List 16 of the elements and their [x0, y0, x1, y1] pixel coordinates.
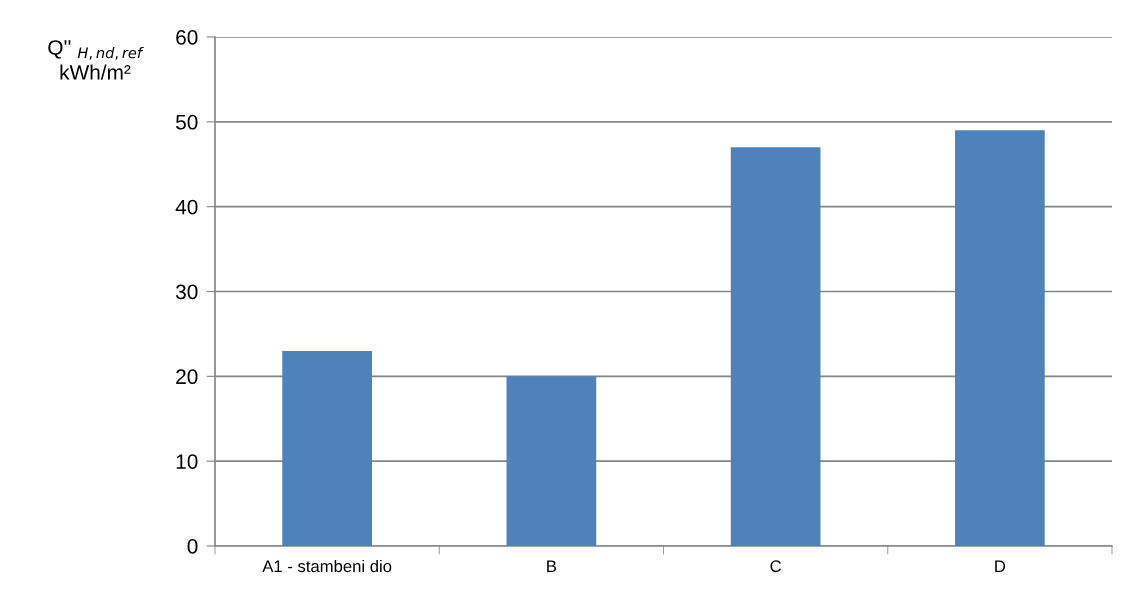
y-tick-label: 50 — [176, 114, 198, 130]
y-axis-title: Q'' $_{H,nd,ref}$ kWh/m² — [48, 40, 144, 80]
bar — [730, 147, 821, 546]
y-tick-label: 10 — [176, 454, 198, 469]
x-tick-label: C — [770, 560, 782, 573]
bar — [955, 130, 1045, 546]
y-tick-label: 0 — [187, 539, 198, 554]
y-tick-label: 40 — [175, 199, 198, 215]
bar — [506, 376, 597, 546]
y-tick-label: 20 — [176, 369, 198, 385]
y-tick-label: 30 — [175, 284, 198, 300]
y-tick-label: 60 — [176, 30, 198, 45]
x-tick-label: D — [995, 560, 1006, 572]
bar — [282, 350, 372, 546]
x-tick-label: A1 - stambeni dio — [262, 559, 392, 573]
x-tick-label: B — [547, 560, 557, 572]
